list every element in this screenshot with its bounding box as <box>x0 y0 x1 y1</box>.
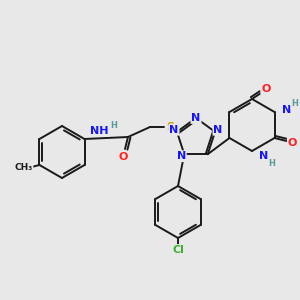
Text: O: O <box>261 84 271 94</box>
Text: O: O <box>118 152 128 162</box>
Text: NH: NH <box>90 126 109 136</box>
Text: H: H <box>110 122 117 130</box>
Text: O: O <box>288 138 297 148</box>
Text: N: N <box>169 125 178 135</box>
Text: Cl: Cl <box>172 245 184 255</box>
Text: N: N <box>260 151 268 161</box>
Text: N: N <box>282 105 291 115</box>
Text: S: S <box>166 122 174 132</box>
Text: H: H <box>268 158 275 167</box>
Text: H: H <box>291 100 298 109</box>
Text: N: N <box>191 113 201 123</box>
Text: N: N <box>213 125 223 135</box>
Text: CH₃: CH₃ <box>14 164 33 172</box>
Text: N: N <box>177 151 186 161</box>
